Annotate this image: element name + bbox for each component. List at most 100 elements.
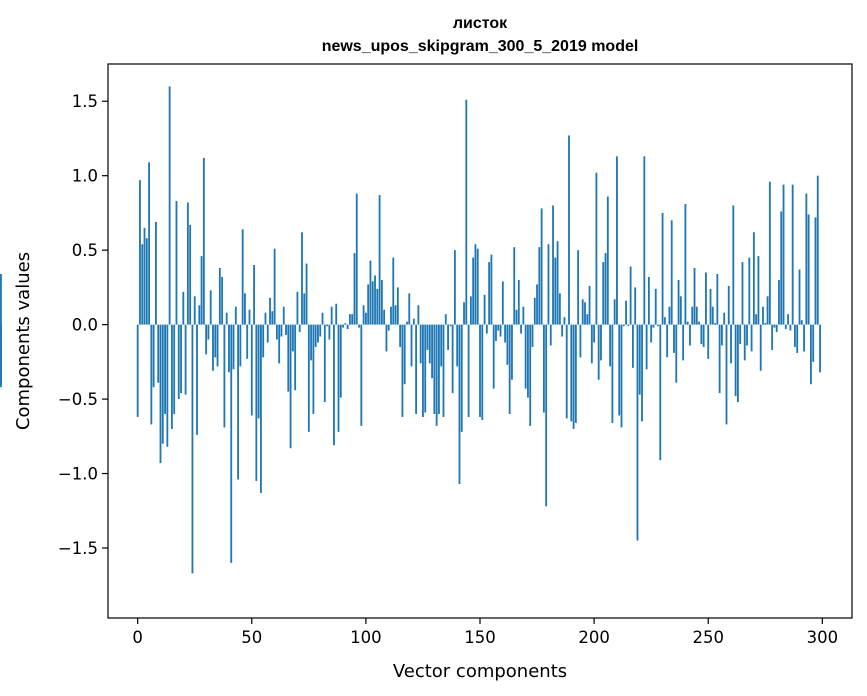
bar-162	[506, 324, 509, 365]
bar-192	[574, 324, 577, 423]
bar-75	[307, 324, 310, 432]
bar-89	[339, 324, 342, 398]
bar-148	[474, 244, 477, 325]
bar-1	[139, 180, 141, 325]
bar-83	[326, 324, 329, 327]
bar-69	[294, 324, 297, 391]
bar-190	[570, 324, 573, 422]
bar-46	[241, 229, 244, 325]
bar-13	[166, 324, 169, 447]
bar-221	[641, 324, 643, 422]
bar-258	[725, 324, 728, 425]
bar-154	[488, 262, 491, 325]
bar-64	[282, 306, 285, 325]
bar-7	[152, 324, 155, 388]
bar-106	[378, 195, 381, 325]
bar-18	[177, 324, 180, 400]
bar-225	[650, 324, 653, 343]
bar-140	[456, 324, 459, 367]
bar-3	[143, 227, 146, 325]
bar-147	[472, 257, 475, 325]
bar-286	[789, 324, 792, 331]
bar-294	[807, 214, 810, 325]
y-tick-label: 1.0	[72, 167, 98, 186]
bar-undefined	[0, 273, 2, 325]
bar-44	[237, 324, 239, 480]
bar-63	[280, 324, 283, 337]
bar-293	[805, 193, 808, 325]
bar-170	[524, 324, 527, 389]
x-axis-ticks: 0 50 100 150 200 250 300	[132, 618, 838, 647]
bar-262	[734, 324, 737, 397]
bar-6	[150, 324, 153, 425]
bar-232	[666, 324, 669, 358]
bar-87	[335, 303, 338, 325]
bar-239	[682, 324, 685, 361]
bar-11	[161, 324, 164, 444]
bar-undefined	[0, 324, 2, 385]
bar-137	[449, 324, 452, 327]
bar-212	[620, 324, 623, 428]
bar-62	[278, 324, 281, 364]
bar-227	[654, 288, 657, 325]
bar-276	[766, 296, 769, 325]
bar-277	[768, 181, 771, 325]
bar-56	[264, 312, 267, 325]
bar-203	[600, 324, 602, 361]
bar-22	[186, 202, 189, 325]
bar-175	[536, 284, 538, 325]
bar-97	[358, 324, 360, 328]
bar-201	[595, 172, 598, 325]
bar-172	[529, 324, 532, 426]
bar-73	[303, 293, 306, 325]
bar-158	[497, 324, 500, 331]
bar-77	[312, 324, 315, 414]
bar-248	[702, 324, 705, 347]
bar-278	[771, 324, 774, 350]
bar-191	[572, 324, 575, 429]
bar-139	[453, 250, 456, 325]
x-tick-label: 300	[807, 628, 839, 647]
bar-182	[552, 205, 554, 325]
bar-217	[632, 324, 634, 368]
bar-287	[791, 184, 794, 325]
bar-188	[565, 324, 568, 419]
bar-198	[588, 285, 591, 325]
y-axis-ticks: −1.5 −1.0 −0.5 0.0 0.5 1.0 1.5	[58, 92, 108, 558]
bar-107	[380, 279, 383, 325]
bar-14	[168, 86, 171, 325]
bar-215	[627, 324, 630, 327]
y-tick-label: −1.5	[58, 539, 98, 558]
bar-111	[390, 306, 392, 325]
bar-16	[173, 324, 176, 414]
x-tick-label: 0	[132, 628, 143, 647]
bar-32	[209, 290, 212, 325]
bar-181	[549, 324, 552, 346]
bar-242	[689, 324, 691, 346]
bar-178	[542, 324, 545, 413]
chart-title-line2: news_upos_skipgram_300_5_2019 model	[322, 38, 639, 55]
bar-283	[782, 184, 785, 325]
bar-128	[428, 324, 431, 364]
bar-265	[741, 262, 744, 325]
bar-68	[291, 324, 294, 352]
bar-43	[234, 306, 237, 325]
bar-199	[590, 324, 593, 364]
bar-254	[716, 273, 719, 325]
bar-261	[732, 205, 735, 325]
bar-273	[759, 324, 762, 371]
bar-72	[301, 232, 303, 325]
bar-138	[451, 324, 454, 394]
bar-150	[479, 324, 481, 417]
bar-156	[492, 324, 495, 389]
bar-235	[673, 324, 675, 353]
bar-205	[604, 253, 607, 325]
bar-152	[483, 294, 486, 325]
bar-173	[531, 324, 534, 347]
bar-280	[775, 324, 778, 333]
bar-31	[207, 324, 210, 340]
bar-53	[257, 324, 260, 419]
bar-35	[216, 324, 219, 367]
bar-171	[527, 324, 529, 398]
bar-264	[739, 324, 742, 344]
